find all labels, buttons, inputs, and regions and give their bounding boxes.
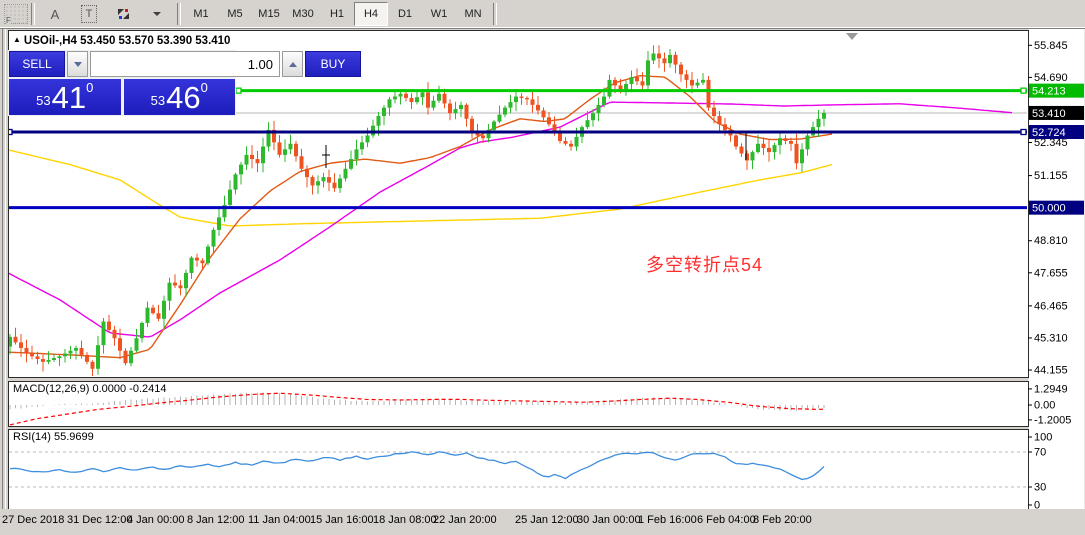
macd-axis-label: -1.2005 — [1034, 414, 1071, 426]
price-badge-label: 54.213 — [1032, 86, 1066, 98]
ma-fast-orange — [9, 74, 833, 359]
panel-border — [8, 381, 1029, 427]
ma-mid-magenta — [9, 101, 1013, 338]
buy-price-point: 0 — [200, 80, 208, 95]
date-axis-label: 27 Dec 2018 — [2, 514, 65, 526]
price-axis-label: 51.155 — [1034, 170, 1068, 182]
price-badge — [1029, 83, 1084, 98]
sell-price-whole: 53 — [36, 93, 51, 108]
macd-axis-label: 1.2949 — [1034, 383, 1068, 395]
window-left-edge — [2, 29, 6, 509]
date-axis-label: 30 Jan 00:00 — [577, 514, 641, 526]
volume-increase-button[interactable] — [282, 51, 303, 77]
price-badge — [1029, 105, 1084, 120]
chart-text-annotation[interactable]: 多空转折点54 — [646, 255, 764, 275]
timeframe-w1-button[interactable]: W1 — [430, 8, 448, 20]
sell-price-tile[interactable]: 53 41 0 — [9, 79, 121, 115]
price-badge-label: 50.000 — [1032, 203, 1066, 215]
date-axis-label: 18 Jan 08:00 — [373, 514, 437, 526]
buy-button[interactable]: BUY — [305, 51, 361, 77]
chevron-down-icon — [153, 12, 161, 16]
price-badge-label: 53.410 — [1032, 108, 1066, 120]
price-axis-label: 44.155 — [1034, 365, 1068, 377]
toolbar: F A T M1 M5 M15 M30 H1 H4 D1 W1 MN — [0, 0, 1085, 29]
buy-price-tile[interactable]: 53 46 0 — [123, 79, 235, 115]
panel-border — [8, 429, 1029, 510]
timeframe-h4-button[interactable]: H4 — [354, 2, 388, 26]
rsi-plot — [9, 451, 1028, 488]
sell-price-pips: 41 — [51, 80, 87, 115]
price-badge — [1029, 200, 1084, 215]
rsi-axis-label: 100 — [1034, 432, 1052, 444]
date-axis-label: 25 Jan 12:00 — [515, 514, 579, 526]
price-badge — [1029, 125, 1084, 139]
date-axis-label: 11 Jan 04:00 — [248, 514, 311, 526]
sell-price-point: 0 — [86, 80, 94, 95]
font-tool-button[interactable]: A — [50, 6, 60, 22]
toolbar-separator — [177, 3, 181, 25]
macd-legend: MACD(12,26,9) 0.0000 -0.2414 — [13, 383, 167, 395]
styles-tool-button[interactable] — [106, 2, 140, 26]
rsi-axis-label: 0 — [1034, 500, 1040, 512]
timeframe-mn-button[interactable]: MN — [464, 8, 482, 20]
macd-signal-line — [9, 392, 826, 426]
chart-shift-marker-icon[interactable] — [846, 33, 858, 40]
line-handle[interactable] — [1020, 128, 1027, 136]
line-handle[interactable] — [7, 128, 13, 136]
line-handle[interactable] — [1020, 87, 1027, 94]
date-axis[interactable]: 27 Dec 2018 31 Dec 12:00 4 Jan 00:00 8 Jan … — [0, 509, 1085, 535]
date-axis-label: 15 Jan 16:00 — [310, 514, 374, 526]
price-axis-label: 46.465 — [1034, 300, 1068, 312]
styles-dropdown-button[interactable] — [140, 2, 174, 26]
volume-input[interactable] — [90, 51, 280, 77]
date-axis-label: 31 Dec 12:00 — [67, 514, 133, 526]
rsi-line — [9, 451, 825, 481]
price-plot — [7, 45, 1027, 376]
date-axis-label: 8 Feb 20:00 — [753, 514, 812, 526]
date-axis-label: 8 Jan 12:00 — [187, 514, 245, 526]
timeframe-m30-button[interactable]: M30 — [292, 8, 314, 20]
text-label-tool-button[interactable]: T — [72, 2, 106, 26]
timeframe-m5-button[interactable]: M5 — [227, 8, 243, 20]
timeframe-h1-button[interactable]: H1 — [329, 8, 345, 20]
toolbar-separator — [31, 3, 35, 25]
price-axis-label: 55.845 — [1034, 40, 1068, 52]
macd-plot — [9, 392, 826, 426]
toolbar-drag-handle-icon[interactable]: F — [4, 4, 28, 25]
symbol-legend: ▲ USOil-,H4 53.450 53.570 53.390 53.410 — [13, 35, 231, 47]
price-axis-label: 48.810 — [1034, 235, 1068, 247]
price-axis-label: 47.655 — [1034, 267, 1068, 279]
buy-price-pips: 46 — [166, 80, 201, 115]
date-axis-label: 4 Jan 00:00 — [127, 514, 185, 526]
price-axis-label: 45.310 — [1034, 332, 1068, 344]
price-axis-label: 54.690 — [1034, 72, 1068, 84]
price-badge-label: 52.724 — [1032, 127, 1066, 139]
rsi-axis-label: 30 — [1034, 482, 1046, 494]
date-axis-label: 1 Feb 16:00 — [638, 514, 697, 526]
volume-decrease-button[interactable] — [67, 51, 88, 77]
buy-price-whole: 53 — [150, 93, 166, 108]
timeframe-m15-button[interactable]: M15 — [258, 8, 280, 20]
timeframe-m1-button[interactable]: M1 — [193, 8, 209, 20]
price-axis-label: 52.345 — [1034, 137, 1068, 149]
diagonal-arrows-icon — [117, 9, 129, 19]
triangle-up-icon: ▲ — [13, 35, 21, 44]
chevron-up-icon — [288, 61, 297, 67]
candles — [9, 45, 826, 376]
chevron-down-icon — [73, 61, 82, 67]
sell-button[interactable]: SELL — [9, 51, 65, 77]
date-axis-label: 22 Jan 20:00 — [433, 514, 497, 526]
macd-axis-label: 0.00 — [1034, 400, 1055, 412]
date-axis-label: 6 Feb 04:00 — [697, 514, 756, 526]
rsi-axis-label: 70 — [1034, 447, 1046, 459]
rsi-legend: RSI(14) 55.9699 — [13, 431, 94, 443]
ma-slow-yellow — [9, 149, 833, 227]
toolbar-separator — [493, 3, 497, 25]
timeframe-d1-button[interactable]: D1 — [397, 8, 413, 20]
line-handle[interactable] — [235, 87, 242, 94]
